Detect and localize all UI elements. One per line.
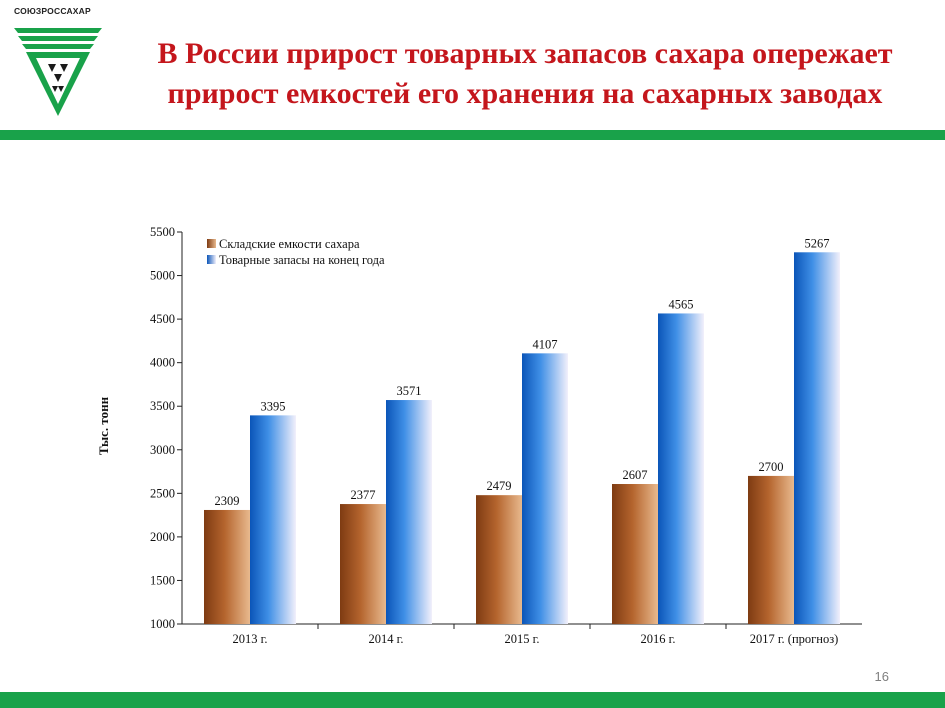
y-tick-label: 3000 [150,443,175,457]
bar-storage [340,504,386,624]
data-label: 2309 [215,494,240,508]
data-label: 2607 [623,468,648,482]
y-tick-label: 5000 [150,269,175,283]
legend-label: Складские емкости сахара [219,237,360,251]
y-tick-label: 2500 [150,486,175,500]
footer-divider [0,692,945,708]
bar-stock [386,400,432,624]
y-tick-label: 1000 [150,617,175,631]
header-divider [0,130,945,140]
x-tick-label: 2017 г. (прогноз) [750,632,839,646]
data-label: 3395 [261,399,286,413]
title-line-2: прирост емкостей его хранения на сахарны… [167,77,883,110]
soyuzrossakhar-logo [14,28,102,116]
legend-swatch [207,239,216,248]
legend-swatch [207,255,216,264]
y-axis-label: Тыс. тонн [96,396,111,455]
bar-stock [250,415,296,624]
bar-stock [522,353,568,624]
data-label: 2479 [487,479,512,493]
data-label: 4107 [533,337,558,351]
data-label: 2377 [351,488,376,502]
y-tick-label: 5500 [150,225,175,239]
data-label: 4565 [669,297,694,311]
x-tick-label: 2016 г. [641,632,676,646]
bar-storage [612,484,658,624]
data-label: 2700 [759,460,784,474]
y-tick-label: 4000 [150,356,175,370]
x-tick-label: 2015 г. [505,632,540,646]
x-tick-label: 2014 г. [369,632,404,646]
bar-storage [204,509,250,624]
bar-storage [748,475,794,624]
x-tick-label: 2013 г. [233,632,268,646]
bar-storage [476,495,522,624]
bar-stock [794,252,840,625]
y-tick-label: 3500 [150,399,175,413]
slide-title: В России прирост товарных запасов сахара… [120,34,930,114]
logo-wordmark: СОЮЗРОССАХАР [14,6,91,16]
data-label: 3571 [397,384,422,398]
y-tick-label: 1500 [150,573,175,587]
page-number: 16 [874,669,889,684]
y-tick-label: 2000 [150,530,175,544]
title-line-1: В России прирост товарных запасов сахара… [157,37,893,70]
bar-stock [658,313,704,624]
data-label: 5267 [805,236,830,250]
y-tick-label: 4500 [150,312,175,326]
legend-label: Товарные запасы на конец года [219,253,385,267]
